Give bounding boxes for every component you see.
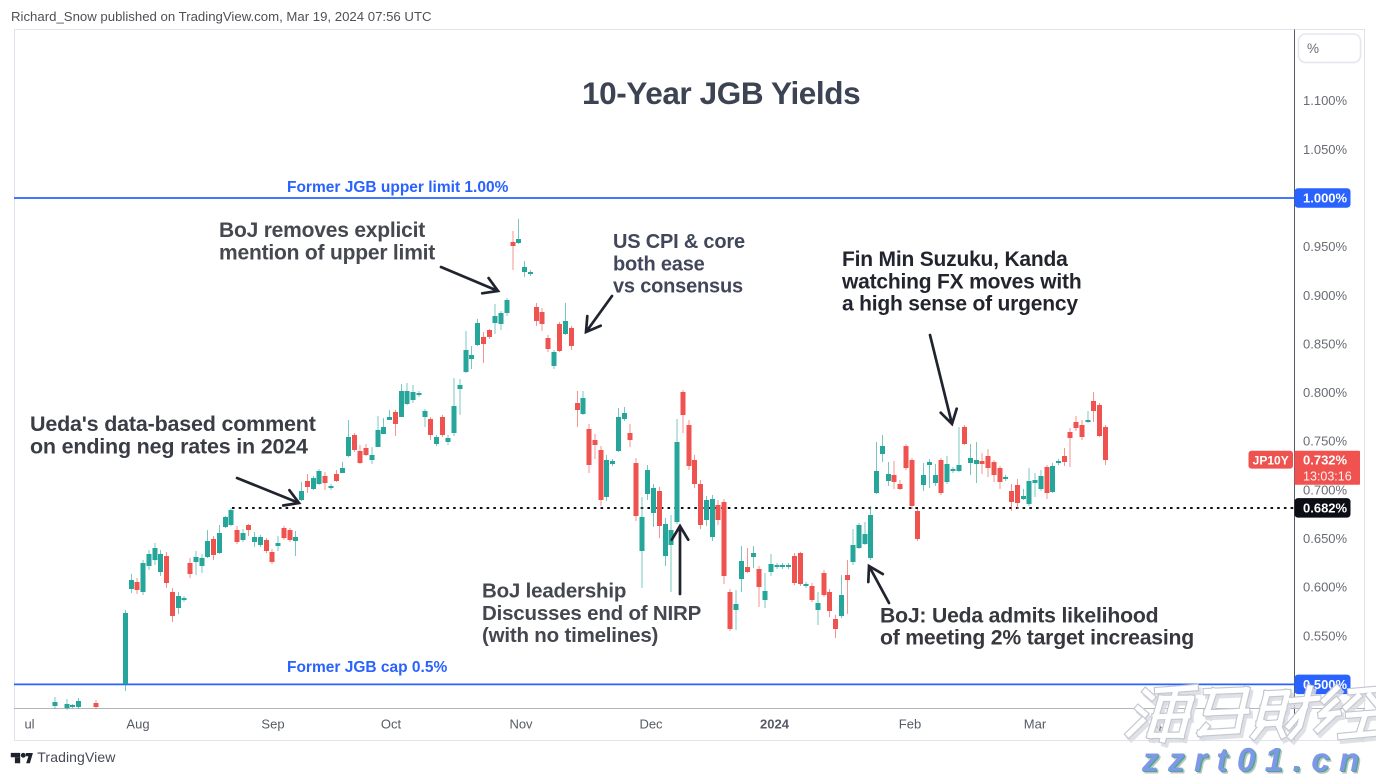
svg-text:Richard_Snow published on Trad: Richard_Snow published on TradingView.co… — [11, 9, 432, 24]
svg-text:Discusses end of NIRP: Discusses end of NIRP — [482, 602, 701, 625]
svg-text:0.650%: 0.650% — [1303, 531, 1348, 546]
svg-text:10-Year JGB Yields: 10-Year JGB Yields — [582, 75, 860, 111]
svg-text:1.100%: 1.100% — [1303, 93, 1348, 108]
svg-text:1.050%: 1.050% — [1303, 142, 1348, 157]
svg-text:2024: 2024 — [760, 717, 790, 732]
svg-text:0.750%: 0.750% — [1303, 434, 1348, 449]
svg-text:of meeting 2% target increasin: of meeting 2% target increasing — [880, 627, 1194, 650]
svg-text:0.800%: 0.800% — [1303, 385, 1348, 400]
svg-text:Fin Min Suzuku, Kanda: Fin Min Suzuku, Kanda — [842, 248, 1068, 271]
svg-text:0.950%: 0.950% — [1303, 239, 1348, 254]
svg-text:JP10Y: JP10Y — [1253, 453, 1289, 467]
svg-text:0.682%: 0.682% — [1303, 500, 1348, 515]
svg-text:a high sense of urgency: a high sense of urgency — [842, 293, 1078, 316]
svg-text:0.900%: 0.900% — [1303, 288, 1348, 303]
svg-text:BoJ leadership: BoJ leadership — [482, 580, 626, 603]
svg-text:Sep: Sep — [261, 717, 284, 732]
svg-text:0.850%: 0.850% — [1303, 336, 1348, 351]
svg-text:Aug: Aug — [126, 717, 149, 732]
svg-text:Former JGB cap 0.5%: Former JGB cap 0.5% — [287, 659, 447, 676]
svg-text:on ending neg rates in 2024: on ending neg rates in 2024 — [30, 435, 308, 459]
svg-text:BoJ: Ueda admits likelihood: BoJ: Ueda admits likelihood — [880, 605, 1158, 628]
svg-text:watching FX moves with: watching FX moves with — [841, 270, 1081, 293]
svg-text:BoJ removes explicit: BoJ removes explicit — [219, 219, 425, 242]
svg-text:0.732%: 0.732% — [1303, 453, 1348, 468]
svg-text:0.550%: 0.550% — [1303, 628, 1348, 643]
svg-text:%: % — [1307, 41, 1319, 56]
svg-text:(with no timelines): (with no timelines) — [482, 624, 658, 647]
svg-text:US CPI & core: US CPI & core — [613, 231, 745, 253]
svg-text:Dec: Dec — [639, 717, 663, 732]
svg-text:1.000%: 1.000% — [1303, 191, 1348, 206]
svg-text:vs consensus: vs consensus — [613, 276, 743, 298]
svg-text:Oct: Oct — [381, 717, 402, 732]
svg-text:ul: ul — [24, 717, 34, 732]
svg-text:zzrt01.cn: zzrt01.cn — [1141, 741, 1369, 778]
svg-text:13:03:16: 13:03:16 — [1303, 470, 1352, 484]
svg-text:Former JGB upper limit 1.00%: Former JGB upper limit 1.00% — [287, 179, 509, 196]
svg-text:Nov: Nov — [509, 717, 533, 732]
svg-text:TradingView: TradingView — [37, 749, 116, 765]
svg-text:zzrt01.cn: zzrt01.cn — [1144, 744, 1372, 778]
svg-text:0.700%: 0.700% — [1303, 482, 1348, 497]
svg-text:both ease: both ease — [613, 253, 705, 275]
svg-text:Feb: Feb — [899, 717, 921, 732]
svg-text:zzrt01.cn: zzrt01.cn — [1142, 742, 1370, 778]
svg-text:mention of upper limit: mention of upper limit — [219, 241, 435, 264]
svg-text:Mar: Mar — [1024, 717, 1047, 732]
svg-text:0.600%: 0.600% — [1303, 580, 1348, 595]
svg-text:Ueda's data-based comment: Ueda's data-based comment — [30, 412, 316, 436]
